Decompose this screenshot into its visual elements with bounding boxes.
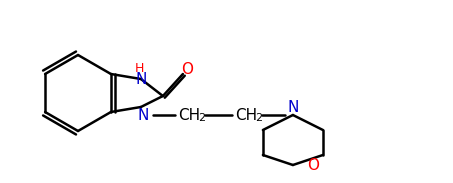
- Text: O: O: [307, 158, 319, 173]
- Text: 2: 2: [255, 113, 262, 123]
- Text: N: N: [287, 100, 299, 115]
- Text: 2: 2: [198, 113, 206, 123]
- Text: N: N: [137, 107, 149, 122]
- Text: N: N: [135, 72, 147, 87]
- Text: O: O: [181, 61, 193, 76]
- Text: H: H: [135, 63, 145, 76]
- Text: CH: CH: [178, 107, 200, 122]
- Text: CH: CH: [235, 107, 257, 122]
